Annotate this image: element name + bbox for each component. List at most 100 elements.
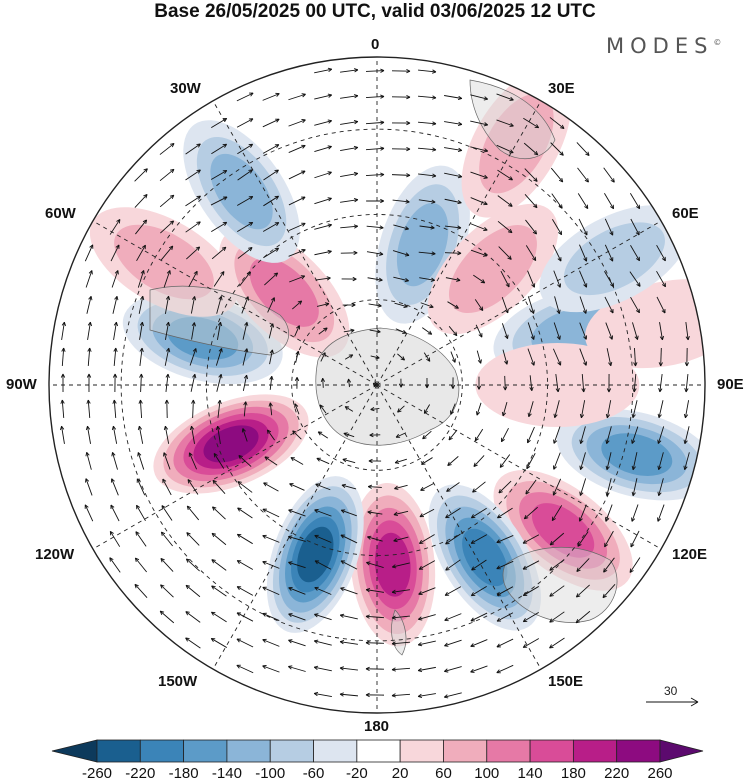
wind-arrow (576, 142, 590, 157)
colorbar-tick-label: -20 (346, 765, 368, 782)
wind-arrow (294, 403, 300, 415)
wind-arrow (159, 168, 175, 182)
wind-arrow (658, 347, 663, 367)
wind-arrow (422, 327, 433, 335)
wind-arrow (237, 143, 254, 155)
wind-arrow (552, 244, 562, 262)
wind-arrow (211, 532, 227, 546)
wind-arrow (397, 405, 405, 413)
wind-arrow (446, 482, 460, 492)
anomaly-contour (374, 532, 411, 597)
wind-arrow (496, 535, 514, 544)
wind-arrow (522, 560, 540, 570)
wind-arrow (604, 193, 615, 210)
wind-arrow (444, 251, 462, 256)
meridian-line (376, 220, 662, 386)
meridian-line (212, 384, 378, 670)
wind-arrow (527, 401, 534, 418)
wind-arrow (418, 173, 437, 178)
wind-arrow (242, 321, 249, 340)
wind-arrow (241, 428, 248, 442)
wind-arrow (84, 504, 94, 522)
wind-arrow (391, 146, 411, 152)
wind-arrow (470, 146, 489, 153)
wind-arrow (86, 399, 91, 419)
wind-arrow (61, 321, 66, 340)
wind-arrow (474, 299, 484, 311)
wind-arrow (243, 401, 248, 417)
wind-arrow (552, 452, 561, 470)
wind-arrow (164, 399, 170, 419)
wind-arrow (394, 484, 408, 490)
wind-arrow (365, 640, 385, 645)
brand-name: MODES (606, 34, 714, 58)
wind-arrow (110, 478, 119, 496)
wind-arrow (473, 455, 485, 467)
colorbar-bin (183, 739, 228, 763)
colorbar-bin (443, 739, 488, 763)
wind-arrow (418, 614, 436, 621)
wind-arrow (419, 534, 435, 544)
wind-arrow (211, 585, 227, 597)
wind-arrow (267, 297, 275, 313)
wind-arrow (185, 611, 201, 623)
wind-arrow (391, 589, 410, 594)
wind-arrow (630, 530, 640, 548)
anomaly-center (266, 476, 364, 633)
wind-arrow (552, 478, 562, 496)
wind-arrow (475, 402, 482, 416)
wind-arrow (555, 374, 560, 393)
lon-label-120w: 120W (35, 546, 75, 563)
wind-arrow (448, 326, 458, 337)
wind-arrow (340, 171, 359, 178)
wind-arrow (319, 404, 327, 414)
lon-label-150e: 150E (548, 673, 584, 690)
wind-arrow (213, 453, 225, 469)
wind-arrow (268, 323, 275, 339)
wind-arrow (447, 301, 459, 309)
wind-arrow (313, 639, 332, 646)
anomaly-center (428, 484, 541, 631)
wind-arrow (579, 348, 587, 366)
wind-arrow (417, 121, 437, 126)
wind-arrow (112, 373, 118, 393)
wind-arrow (365, 172, 385, 177)
wind-arrow (264, 456, 278, 466)
wind-arrow (320, 352, 326, 362)
colorbar-bin (572, 739, 618, 763)
lon-label-60e: 60E (672, 205, 699, 222)
wind-arrow (137, 270, 145, 288)
wind-arrow (212, 479, 226, 494)
wind-arrow (524, 193, 538, 209)
anomaly-field (89, 69, 705, 647)
wind-arrow (631, 426, 639, 444)
wind-arrow (314, 93, 333, 100)
wind-arrow (340, 224, 358, 229)
wind-arrow (370, 355, 380, 360)
anomaly-center (153, 394, 309, 494)
wind-arrow (633, 347, 638, 367)
wind-arrow (367, 484, 382, 489)
wind-arrow (443, 692, 462, 699)
wind-arrow (163, 452, 171, 470)
wind-arrow (210, 637, 227, 648)
wind-arrow (471, 559, 487, 571)
wind-arrow (263, 482, 279, 492)
wind-arrow (497, 220, 513, 234)
wind-arrow (216, 425, 221, 444)
map-title: Base 26/05/2025 00 UTC, valid 03/06/2025… (154, 1, 596, 22)
anomaly-contour (479, 93, 554, 194)
wind-arrow (346, 378, 352, 388)
wind-arrow (604, 296, 614, 314)
wind-arrow (450, 377, 456, 389)
wind-arrow (262, 222, 280, 232)
wind-arrow (391, 641, 411, 646)
wind-arrow (139, 321, 145, 340)
anomaly-contour (448, 225, 537, 314)
wind-arrow (314, 613, 332, 621)
wind-arrow (288, 586, 306, 595)
wind-arrow (288, 170, 306, 180)
wind-arrow (289, 275, 306, 283)
wind-arrow (187, 479, 199, 495)
